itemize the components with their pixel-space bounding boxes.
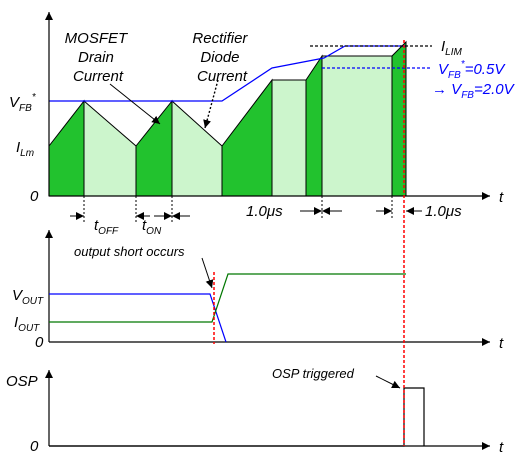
output-panel: output short occurs VOUT IOUT 0 t [12, 230, 504, 352]
rectifier-pointer-arrow [203, 79, 219, 129]
output-short-label: output short occurs [74, 244, 185, 259]
output-short-pointer-arrow [201, 257, 214, 289]
time-1us-label-2: 1.0μs [425, 203, 462, 220]
vfb-2v-label: → VFB=2.0V [432, 81, 516, 101]
mosfet-current-regions [48, 40, 407, 197]
bottom-t-label: t [499, 439, 504, 456]
vfb-star-axis-label: VFB* [9, 92, 37, 114]
osp-panel: OSP triggered OSP 0 t [6, 366, 504, 456]
toff-label: tOFF [94, 217, 119, 237]
ilim-label: ILIM [441, 38, 463, 58]
osp-pointer-arrow [375, 375, 401, 389]
time-1us-label: 1.0μs [246, 203, 283, 220]
ton-label: tON [142, 217, 162, 237]
osp-pulse [49, 387, 425, 447]
vout-axis-label: VOUT [12, 287, 44, 307]
iout-trace [49, 273, 406, 323]
rectifier-label: Rectifier Diode Current [192, 30, 251, 85]
mid-t-label: t [499, 335, 504, 352]
vout-trace [49, 293, 227, 343]
bottom-zero-label: 0 [30, 438, 39, 455]
rectifier-current-regions [83, 55, 393, 197]
mosfet-pointer-arrow [109, 83, 161, 125]
top-t-label: t [499, 189, 504, 206]
vfb-0-5v-label: VFB*=0.5V [438, 59, 506, 81]
top-zero-label: 0 [30, 188, 39, 205]
ilm-axis-label: ILm [16, 139, 34, 159]
mid-zero-label: 0 [35, 334, 44, 351]
osp-triggered-label: OSP triggered [272, 366, 355, 381]
current-panel: MOSFET Drain Current Rectifier Diode Cur… [9, 12, 516, 237]
iout-axis-label: IOUT [14, 314, 40, 334]
osp-axis-label: OSP [6, 373, 38, 390]
time-markers [83, 196, 393, 224]
mosfet-label: MOSFET Drain Current [65, 30, 132, 85]
